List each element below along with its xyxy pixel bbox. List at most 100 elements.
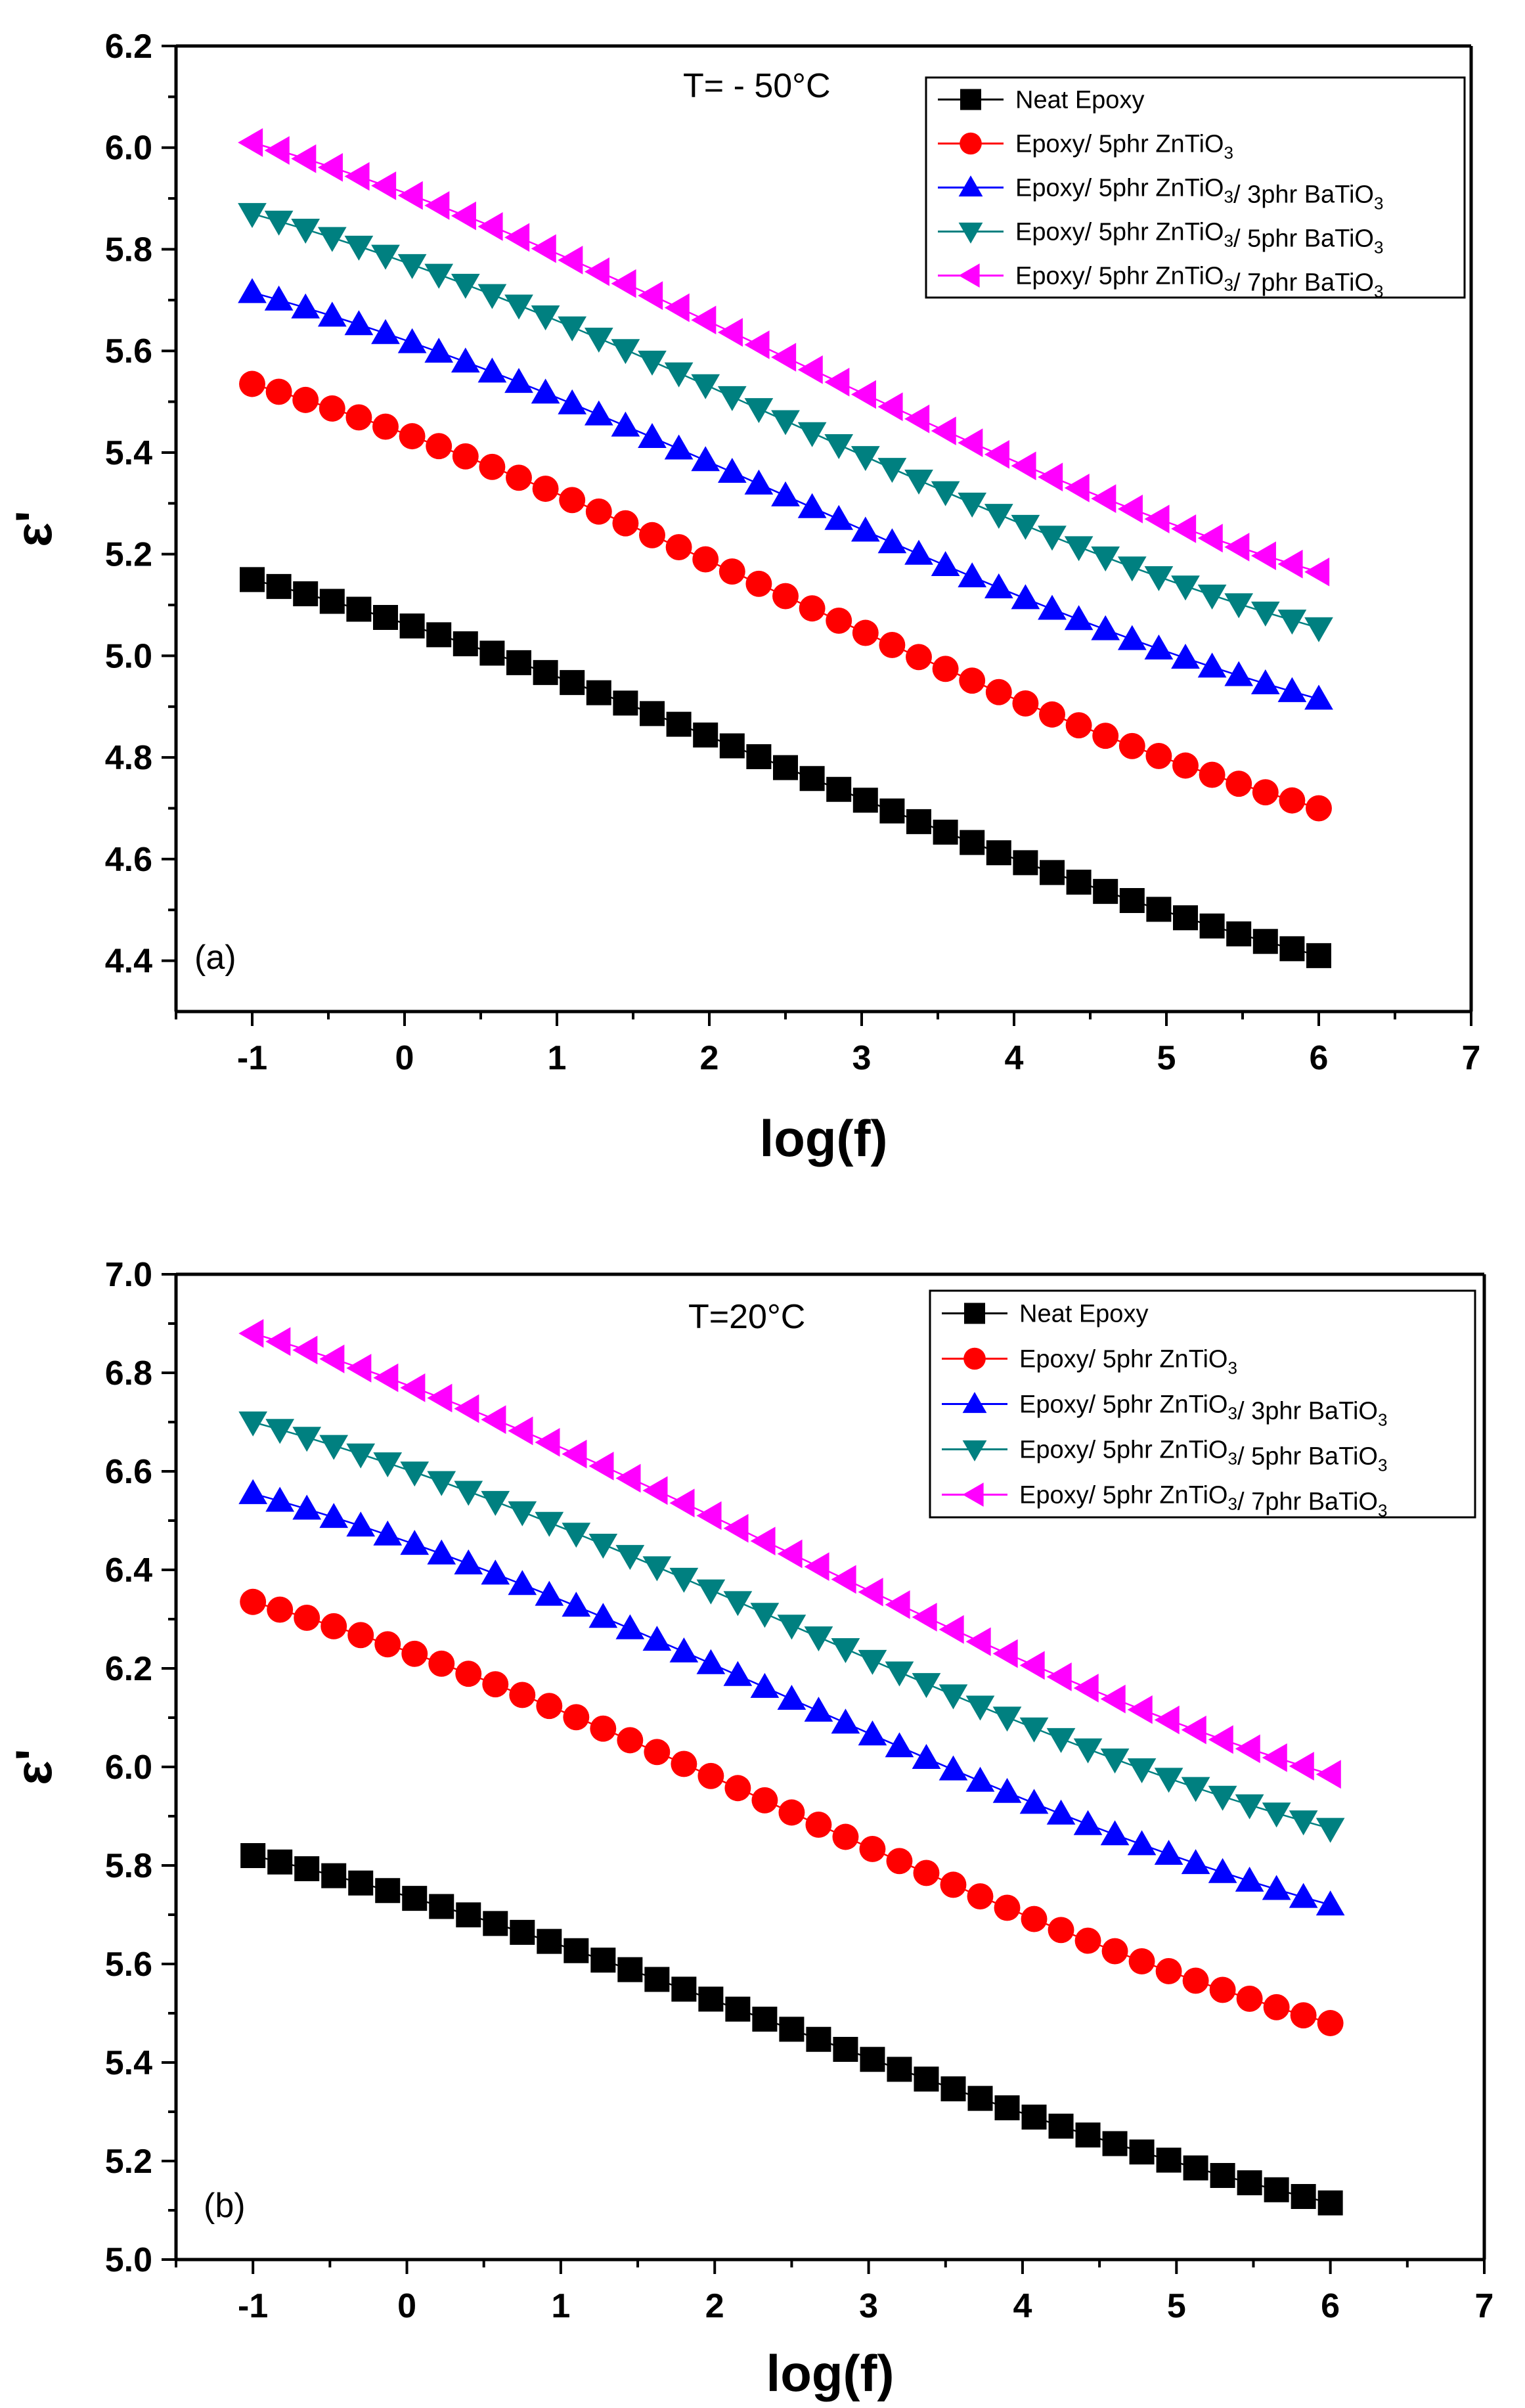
data-point bbox=[1181, 1777, 1210, 1802]
data-point bbox=[1091, 484, 1116, 513]
data-point bbox=[750, 1672, 780, 1698]
data-point bbox=[477, 212, 503, 241]
data-point bbox=[372, 413, 399, 440]
data-point bbox=[479, 453, 506, 480]
legend-label: Neat Epoxy bbox=[1015, 87, 1144, 114]
legend-item: Neat Epoxy bbox=[942, 1301, 1148, 1328]
data-point bbox=[965, 1766, 995, 1792]
axes-frame: -1 0 1 2 3 4 5 6 7 5.0 5.2 5.4 5.6 5.8 6.0 6.2 6.4 6.6 6.8… bbox=[105, 1256, 1494, 2325]
data-point bbox=[642, 1626, 672, 1651]
data-point bbox=[584, 327, 613, 353]
data-point bbox=[477, 357, 507, 383]
data-point bbox=[1066, 869, 1092, 895]
data-point bbox=[1012, 690, 1039, 717]
legend-item: Epoxy/ 5phr ZnTiO3/ 5phr BaTiO3 bbox=[942, 1437, 1387, 1475]
data-point bbox=[1013, 850, 1038, 876]
data-point bbox=[1250, 669, 1280, 694]
data-point bbox=[1236, 1985, 1263, 2012]
data-point bbox=[664, 293, 690, 323]
x-tick-label: 1 bbox=[551, 2287, 570, 2325]
data-point bbox=[931, 551, 960, 577]
data-point bbox=[291, 293, 320, 319]
series-3 bbox=[238, 1479, 1345, 1916]
data-point bbox=[374, 1631, 401, 1658]
legend-item: Epoxy/ 5phr ZnTiO3/ 5phr BaTiO3 bbox=[938, 219, 1383, 257]
data-point bbox=[451, 273, 480, 299]
data-point bbox=[1093, 879, 1118, 904]
legend-item: Epoxy/ 5phr ZnTiO3/ 7phr BaTiO3 bbox=[938, 263, 1383, 301]
legend-box bbox=[929, 1289, 1476, 1519]
data-point bbox=[1129, 2139, 1155, 2165]
y-tick-label: 6.8 bbox=[105, 1354, 152, 1393]
data-point bbox=[506, 650, 531, 675]
data-point bbox=[745, 570, 772, 597]
data-point bbox=[960, 830, 985, 855]
legend-marker bbox=[962, 1483, 984, 1507]
y-tick-label: 6.6 bbox=[105, 1453, 152, 1491]
data-point bbox=[428, 1650, 455, 1677]
data-point bbox=[939, 1684, 968, 1710]
data-point bbox=[725, 1996, 751, 2022]
data-point bbox=[611, 269, 636, 298]
data-point bbox=[1021, 1906, 1048, 1932]
data-point bbox=[453, 631, 478, 657]
data-point bbox=[504, 294, 533, 320]
data-point bbox=[691, 446, 720, 472]
data-point bbox=[1317, 2010, 1344, 2036]
data-point bbox=[967, 1883, 994, 1910]
data-point bbox=[532, 476, 559, 502]
data-point bbox=[537, 1929, 562, 1954]
data-point bbox=[584, 400, 613, 426]
data-point bbox=[1073, 1738, 1103, 1764]
data-point bbox=[912, 1743, 941, 1769]
data-point bbox=[504, 368, 533, 393]
legend-marker bbox=[962, 1392, 987, 1414]
axes-frame: -1 0 1 2 3 4 5 6 7 4.4 4.6 4.8 5.0 5.2 5.4 5.6 5.8 6.0 6.2 bbox=[105, 28, 1481, 1077]
data-point bbox=[797, 355, 823, 384]
data-point bbox=[319, 589, 345, 614]
data-point bbox=[424, 191, 450, 220]
data-point bbox=[1277, 677, 1307, 702]
data-point bbox=[887, 2057, 912, 2082]
data-point bbox=[267, 1849, 293, 1875]
data-point bbox=[1065, 712, 1092, 739]
data-point bbox=[1277, 549, 1303, 579]
data-point bbox=[1011, 514, 1040, 540]
data-point bbox=[1317, 2190, 1343, 2216]
x-tick-label: 5 bbox=[1157, 1039, 1176, 1077]
data-point bbox=[1182, 1967, 1209, 1994]
data-point bbox=[931, 416, 956, 445]
data-point bbox=[717, 318, 743, 347]
data-point bbox=[1208, 1858, 1237, 1883]
data-point bbox=[1064, 536, 1094, 562]
data-point bbox=[373, 1452, 403, 1478]
legend-marker bbox=[960, 89, 981, 110]
data-point bbox=[986, 840, 1011, 866]
data-point bbox=[1127, 1695, 1153, 1724]
data-point bbox=[1250, 541, 1276, 570]
data-point bbox=[292, 1494, 322, 1520]
data-point bbox=[1038, 462, 1063, 492]
data-point bbox=[904, 469, 933, 495]
data-point bbox=[1117, 495, 1143, 524]
data-point bbox=[509, 1682, 536, 1708]
legend-label: Epoxy/ 5phr ZnTiO3/ 3phr BaTiO3 bbox=[1019, 1391, 1387, 1430]
data-point bbox=[240, 1588, 267, 1615]
data-point bbox=[508, 1570, 537, 1595]
data-point bbox=[399, 423, 426, 450]
data-point bbox=[238, 1411, 268, 1437]
data-point bbox=[454, 1481, 483, 1506]
legend-label: Epoxy/ 5phr ZnTiO3/ 3phr BaTiO3 bbox=[1015, 175, 1383, 213]
data-point bbox=[265, 378, 292, 405]
data-point bbox=[1289, 1752, 1314, 1781]
data-point bbox=[371, 171, 397, 200]
data-point bbox=[400, 1461, 430, 1487]
data-point bbox=[479, 640, 505, 666]
y-tick-label: 4.4 bbox=[105, 943, 152, 981]
data-point bbox=[698, 1986, 724, 2012]
data-point bbox=[1118, 732, 1145, 759]
data-point bbox=[1046, 1799, 1076, 1825]
data-point bbox=[1224, 593, 1254, 619]
legend: Neat Epoxy Epoxy/ 5phr ZnTiO3 Epoxy/ 5phr … bbox=[929, 1289, 1476, 1521]
data-point bbox=[779, 2017, 805, 2042]
